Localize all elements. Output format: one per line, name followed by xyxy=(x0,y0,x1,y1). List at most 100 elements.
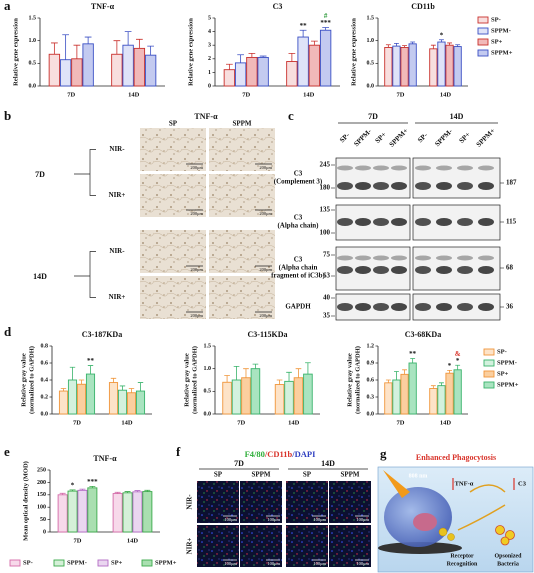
y-axis-label: (normalized to GAPDH) xyxy=(191,346,198,414)
band xyxy=(436,165,452,171)
significance-mark: ** xyxy=(300,22,308,30)
band xyxy=(457,182,473,190)
band xyxy=(391,266,407,274)
band xyxy=(391,218,407,226)
bar xyxy=(274,384,285,415)
error-bar xyxy=(59,492,66,495)
error-bar xyxy=(128,388,135,393)
y-axis-label: Relative gene expression xyxy=(187,18,194,86)
column-label: SPPM xyxy=(340,471,359,479)
x-tick-label: 7D xyxy=(397,91,405,98)
band xyxy=(415,255,431,261)
column-label: SP xyxy=(303,471,312,479)
y-tick-label: 0.2 xyxy=(41,394,49,400)
row-label: NIR+ xyxy=(109,293,126,301)
bacterium xyxy=(505,530,515,540)
error-bar xyxy=(73,44,81,59)
y-tick-label: 150 xyxy=(37,492,46,498)
error-bar xyxy=(455,364,461,370)
bar xyxy=(111,53,123,87)
blot-label: (Alpha chain xyxy=(279,264,318,272)
y-tick-label: 200 xyxy=(37,480,46,486)
error-bar xyxy=(447,369,452,374)
bar xyxy=(87,487,98,533)
group-label: 7D xyxy=(234,459,244,468)
significance-mark: * xyxy=(440,31,444,39)
panel-label: g xyxy=(380,446,387,461)
bar xyxy=(48,53,61,87)
band xyxy=(478,182,494,190)
band xyxy=(373,218,389,226)
bar xyxy=(117,389,128,415)
bar xyxy=(453,46,462,87)
chart-title: TNF-α xyxy=(93,454,117,463)
group-label: 7D xyxy=(35,170,45,179)
band xyxy=(436,182,452,190)
caption: Bacteria xyxy=(497,561,519,567)
bar xyxy=(85,373,96,415)
bacterium xyxy=(438,527,448,537)
legend-label: SPPM- xyxy=(497,359,517,366)
panel-label: c xyxy=(288,108,294,123)
band xyxy=(355,303,371,311)
significance-mark: ** xyxy=(409,350,417,358)
band xyxy=(457,266,473,274)
band xyxy=(415,303,431,311)
bacterium xyxy=(447,533,455,541)
column-label: SPPM xyxy=(251,471,270,479)
band xyxy=(436,266,452,274)
marker-label: 180 xyxy=(320,184,331,192)
band xyxy=(457,303,473,311)
bar xyxy=(250,368,261,415)
error-bar xyxy=(447,42,452,46)
legend-label: SP+ xyxy=(497,370,509,377)
marker-label: 40 xyxy=(323,294,331,302)
column-label: SP xyxy=(169,120,178,128)
significance-mark: & xyxy=(455,350,461,358)
legend-label: SP+ xyxy=(491,38,503,45)
panel-label: a xyxy=(4,0,11,13)
x-tick-label: 14D xyxy=(303,91,315,98)
arrow xyxy=(469,484,506,493)
significance-mark: *** xyxy=(87,478,98,486)
error-bar xyxy=(311,40,318,46)
bar xyxy=(384,47,393,87)
x-tick-label: 7D xyxy=(397,419,405,426)
error-bar xyxy=(114,491,121,494)
significance-mark: *** xyxy=(320,19,331,27)
bar xyxy=(408,362,417,415)
bar xyxy=(77,489,88,533)
panel-label: f xyxy=(176,444,181,459)
error-bar xyxy=(394,371,399,380)
bar xyxy=(445,44,454,87)
band xyxy=(391,165,407,171)
bar xyxy=(297,36,309,87)
legend-label: SP- xyxy=(497,348,507,355)
error-bar xyxy=(124,491,131,493)
error-bar xyxy=(69,366,76,380)
title-part: F4/80 xyxy=(245,449,265,459)
y-tick-label: 0.0 xyxy=(367,411,375,417)
error-bar xyxy=(295,368,302,378)
band xyxy=(478,266,494,274)
bar xyxy=(429,48,438,87)
title-part: /CD11b xyxy=(264,449,293,459)
error-bar xyxy=(286,371,292,382)
error-bar xyxy=(385,44,391,48)
legend-swatch xyxy=(477,38,489,46)
arrow xyxy=(457,504,506,531)
significance-mark: # xyxy=(324,12,328,20)
legend-swatch xyxy=(483,370,495,378)
lane-label: SP+ xyxy=(374,131,388,145)
y-tick-label: 1.5 xyxy=(367,15,375,21)
y-tick-label: 0.5 xyxy=(29,61,37,67)
error-bar xyxy=(299,29,307,38)
error-bar xyxy=(237,54,244,63)
legend-label: SPPM- xyxy=(67,559,87,566)
significance-mark: * xyxy=(71,481,75,489)
error-bar xyxy=(78,379,85,385)
error-bar xyxy=(439,39,444,43)
blot-label: (Alpha chain) xyxy=(277,222,319,230)
x-tick-label: 14D xyxy=(121,419,133,426)
caption: Recognition xyxy=(447,561,478,567)
